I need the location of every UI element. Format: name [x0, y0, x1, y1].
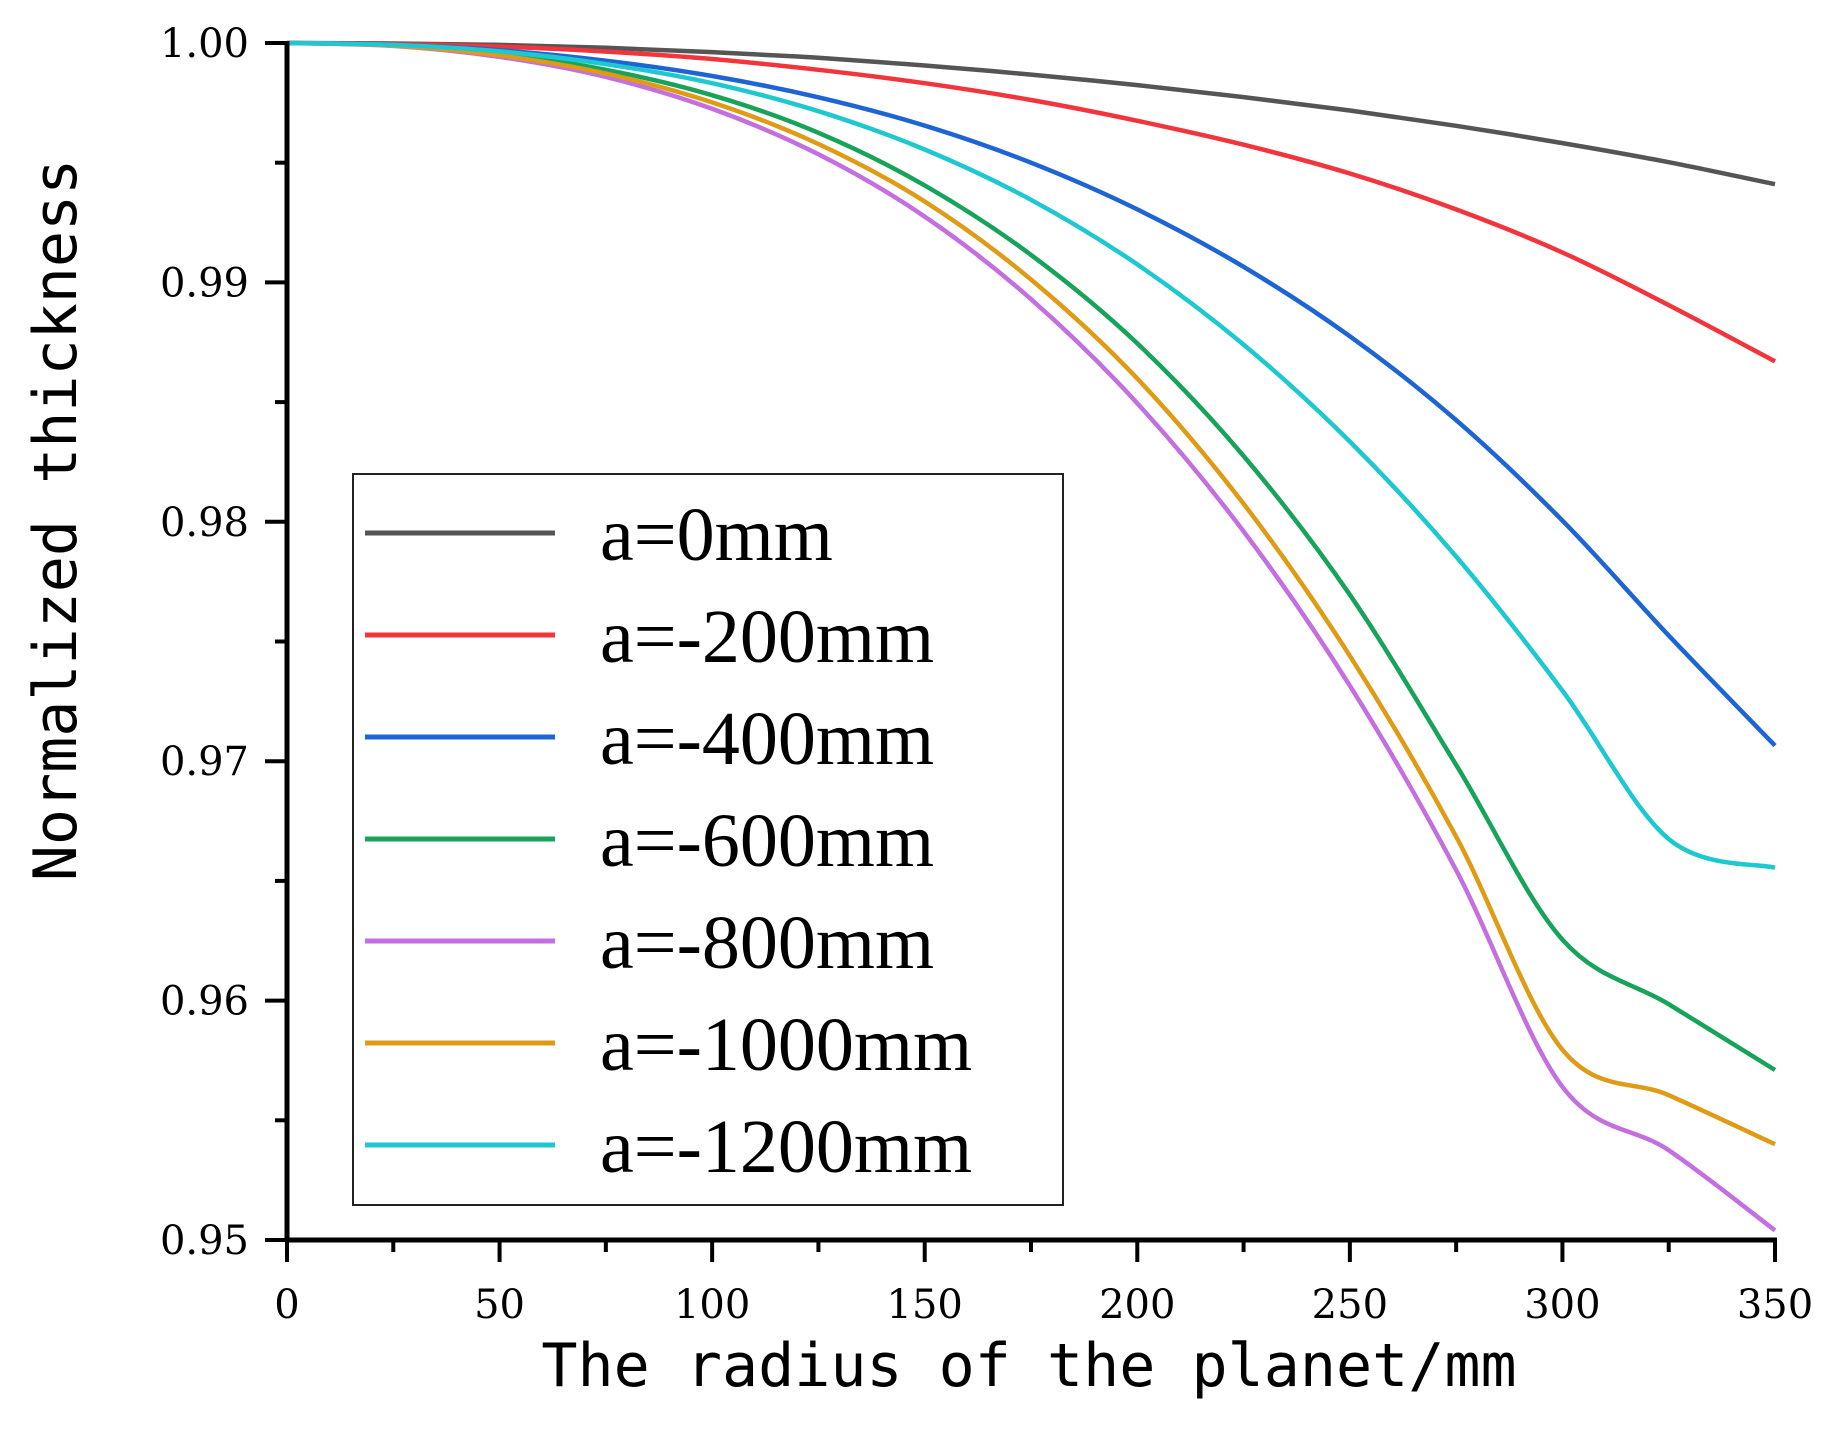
legend-label-4: a=-800mm: [600, 901, 934, 985]
x-axis-title: The radius of the planet/mm: [541, 1331, 1516, 1401]
legend-label-0: a=0mm: [600, 493, 833, 577]
legend-label-5: a=-1000mm: [600, 1003, 972, 1087]
series-line-4: [286, 40, 1777, 1233]
y-tick-label: 0.96: [160, 979, 249, 1025]
y-tick-label: 0.98: [160, 500, 249, 546]
legend-label-2: a=-400mm: [600, 697, 934, 781]
y-tick-label: 0.95: [160, 1218, 249, 1264]
x-tick-label: 250: [1312, 1282, 1388, 1328]
legend-label-1: a=-200mm: [600, 595, 934, 679]
x-tick-label: 50: [474, 1282, 525, 1328]
series-line-5: [286, 40, 1776, 1147]
series-line-1: [286, 40, 1777, 364]
x-tick-label: 100: [674, 1282, 750, 1328]
y-tick-label: 0.99: [160, 260, 249, 306]
y-axis-title: Normalized thickness: [21, 159, 91, 881]
plot-area: [286, 40, 1777, 1233]
legend-label-3: a=-600mm: [600, 799, 934, 883]
x-tick-label: 0: [274, 1282, 299, 1328]
y-tick-label: 1.00: [160, 21, 249, 67]
legend: a=0mm a=-200mm a=-400mm a=-600mm a=-800mm a=-…: [352, 473, 1064, 1206]
series-line-6: [286, 40, 1776, 870]
x-tick-label: 150: [887, 1282, 963, 1328]
x-tick-label: 350: [1737, 1282, 1813, 1328]
x-tick-label: 300: [1524, 1282, 1600, 1328]
series-line-3: [286, 40, 1777, 1072]
axes: 0 50 100 150 200 250 300 350 0.95 0.96 0.97 0.98 0.9…: [160, 21, 1813, 1328]
y-tick-label: 0.97: [160, 739, 249, 785]
series-line-0: [286, 40, 1776, 187]
legend-label-6: a=-1200mm: [600, 1105, 972, 1189]
x-tick-label: 200: [1099, 1282, 1175, 1328]
